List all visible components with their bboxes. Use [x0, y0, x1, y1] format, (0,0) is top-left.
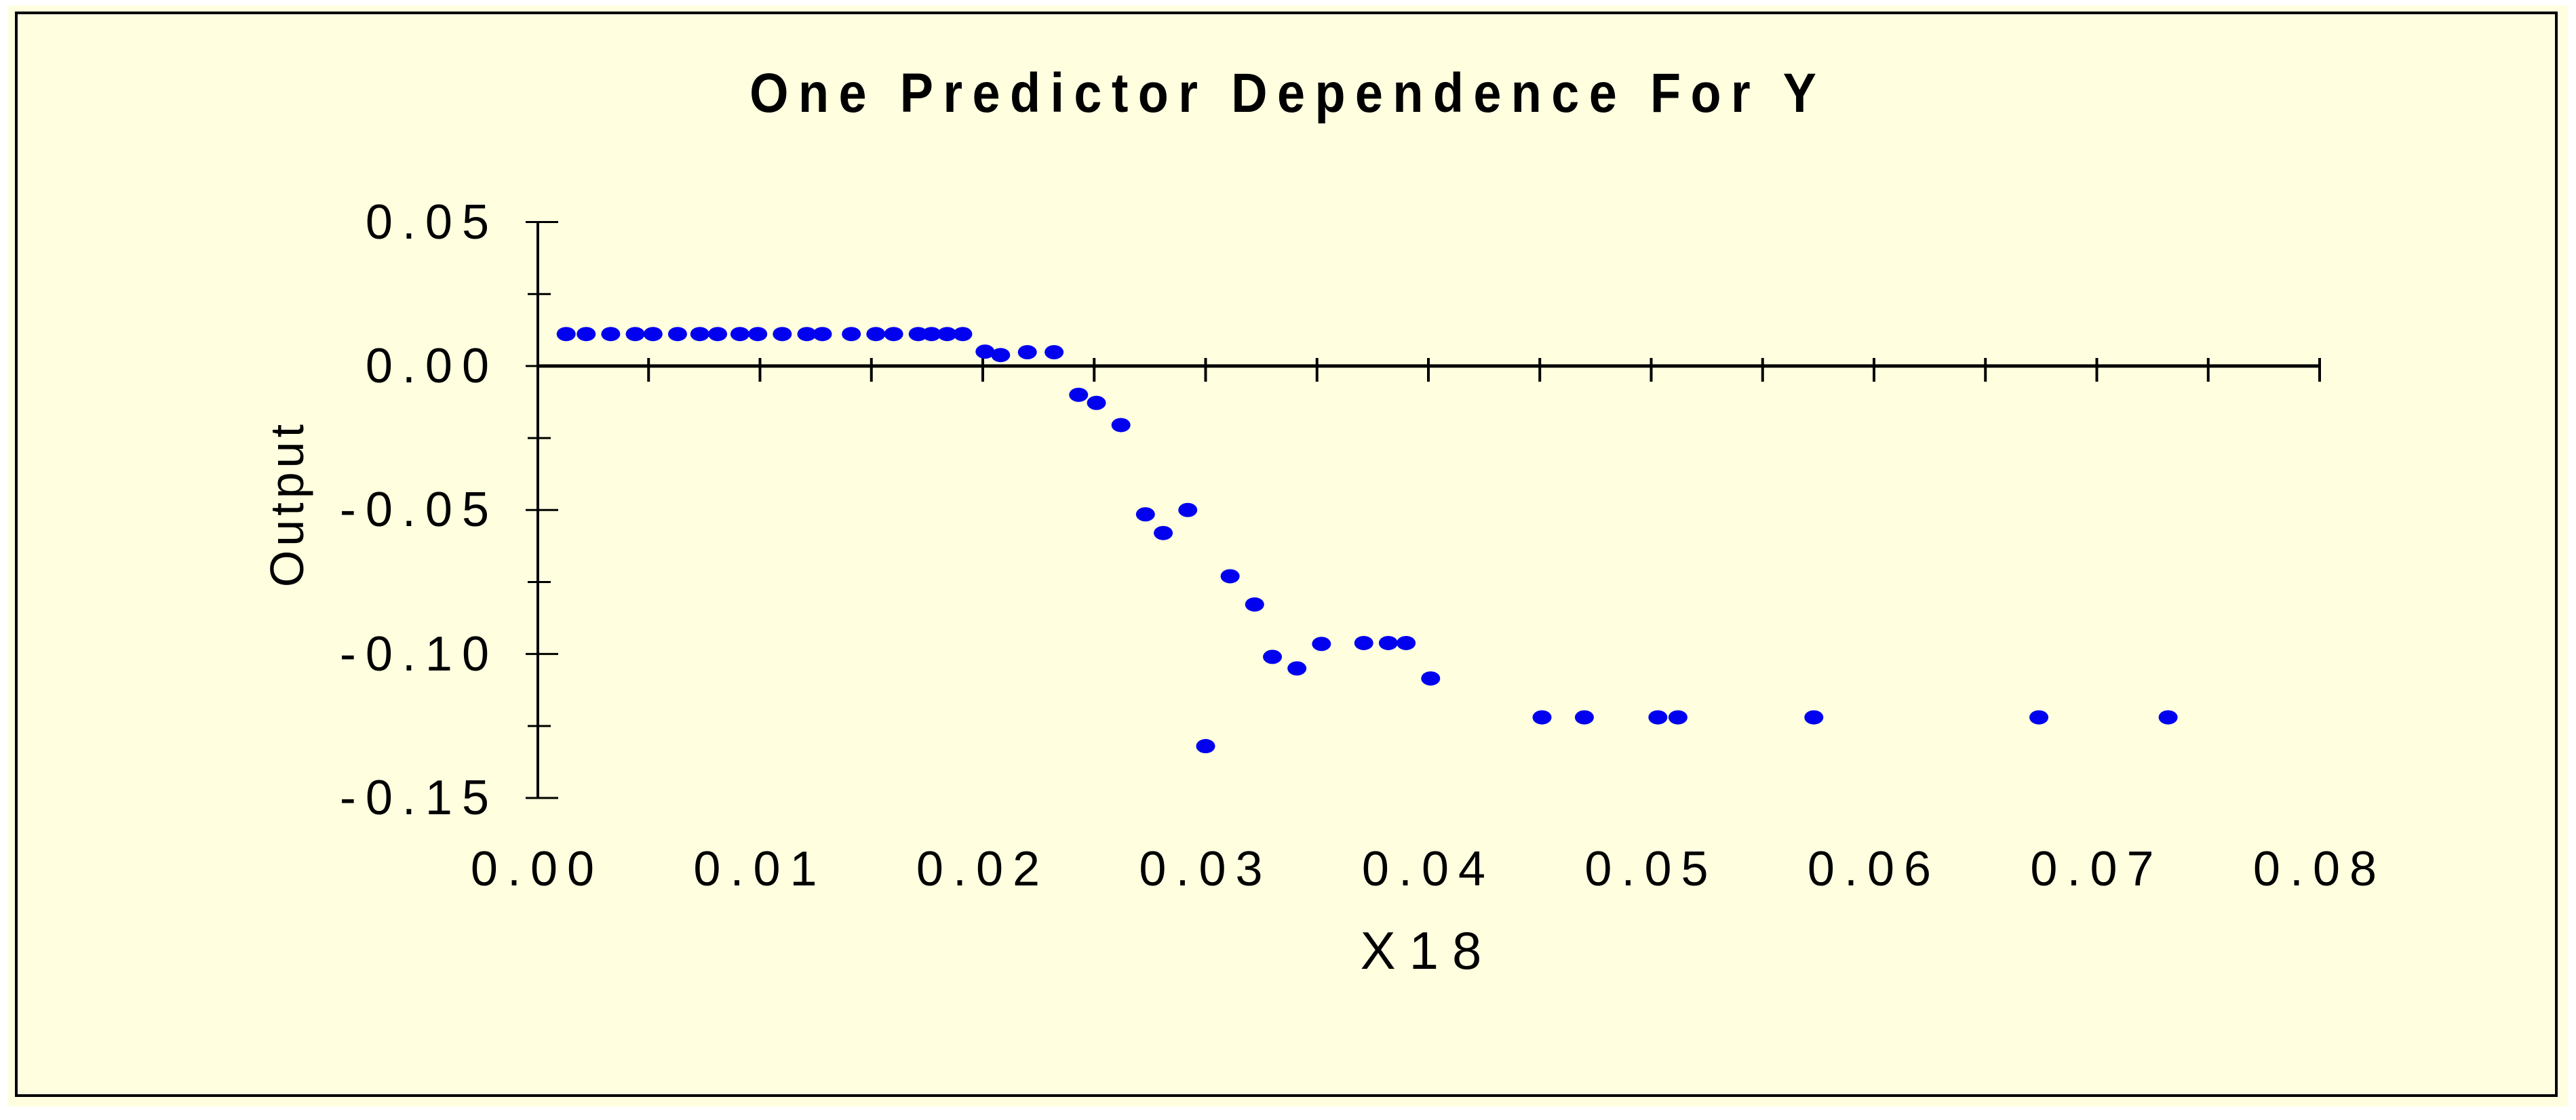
data-point [556, 327, 576, 342]
data-point [708, 327, 728, 342]
data-point [1178, 502, 1198, 517]
data-point [730, 327, 749, 342]
x-axis-title-wrap: X18 [1292, 917, 1563, 984]
y-tick-label: -0.15 [339, 771, 499, 825]
data-point [1378, 635, 1398, 650]
data-point [975, 344, 995, 359]
data-point [1421, 671, 1441, 686]
data-point [690, 327, 709, 342]
data-point [1245, 597, 1264, 612]
data-point [1017, 344, 1037, 359]
plot-frame [15, 12, 2558, 1097]
data-point [667, 327, 687, 342]
data-point [748, 327, 768, 342]
data-point [1263, 649, 1283, 664]
data-point [773, 327, 792, 342]
data-point [1574, 710, 1594, 725]
data-point [643, 327, 663, 342]
data-point [1154, 525, 1173, 540]
data-point [1111, 418, 1131, 433]
x-tick-label: 0.06 [1807, 842, 1941, 896]
data-point [1196, 739, 1215, 754]
x-tick-label: 0.01 [693, 842, 827, 896]
data-point [922, 327, 941, 342]
data-point [601, 327, 621, 342]
data-point [1532, 710, 1552, 725]
data-point [577, 327, 596, 342]
y-tick-label: 0.05 [365, 195, 499, 249]
chart-title-row: One Predictor Dependence For Y [0, 60, 2576, 127]
data-point [1668, 710, 1687, 725]
data-point [1354, 635, 1373, 650]
data-point [1804, 710, 1824, 725]
x-tick-label: 0.04 [1361, 842, 1496, 896]
data-point [1220, 569, 1240, 584]
x-axis-title: X18 [1360, 920, 1496, 980]
data-point [1069, 387, 1089, 402]
x-tick-label: 0.02 [916, 842, 1050, 896]
data-point [1135, 507, 1155, 522]
data-point [866, 327, 886, 342]
data-point [1397, 635, 1416, 650]
data-point [953, 327, 973, 342]
data-point [908, 327, 928, 342]
y-tick-label: -0.10 [339, 626, 499, 681]
data-point [842, 327, 861, 342]
data-point [813, 327, 832, 342]
data-point [991, 348, 1011, 363]
data-point [1045, 344, 1064, 359]
x-tick-label: 0.00 [470, 842, 604, 896]
data-point [625, 327, 645, 342]
x-tick-label: 0.03 [1139, 842, 1272, 896]
y-tick-label: -0.05 [339, 483, 499, 538]
chart-title: One Predictor Dependence For Y [749, 62, 1827, 124]
x-tick-label: 0.08 [2252, 842, 2387, 896]
data-point [1087, 395, 1106, 410]
data-point [937, 327, 957, 342]
data-point [1312, 637, 1331, 652]
data-point [1648, 710, 1668, 725]
x-tick-label: 0.07 [2030, 842, 2164, 896]
data-point [884, 327, 903, 342]
data-point [2029, 710, 2049, 725]
x-tick-label: 0.05 [1584, 842, 1718, 896]
data-point [797, 327, 817, 342]
data-point [2158, 710, 2178, 725]
plot-background [8, 5, 2568, 1106]
data-point [1287, 661, 1307, 676]
y-tick-label: 0.00 [365, 338, 499, 393]
